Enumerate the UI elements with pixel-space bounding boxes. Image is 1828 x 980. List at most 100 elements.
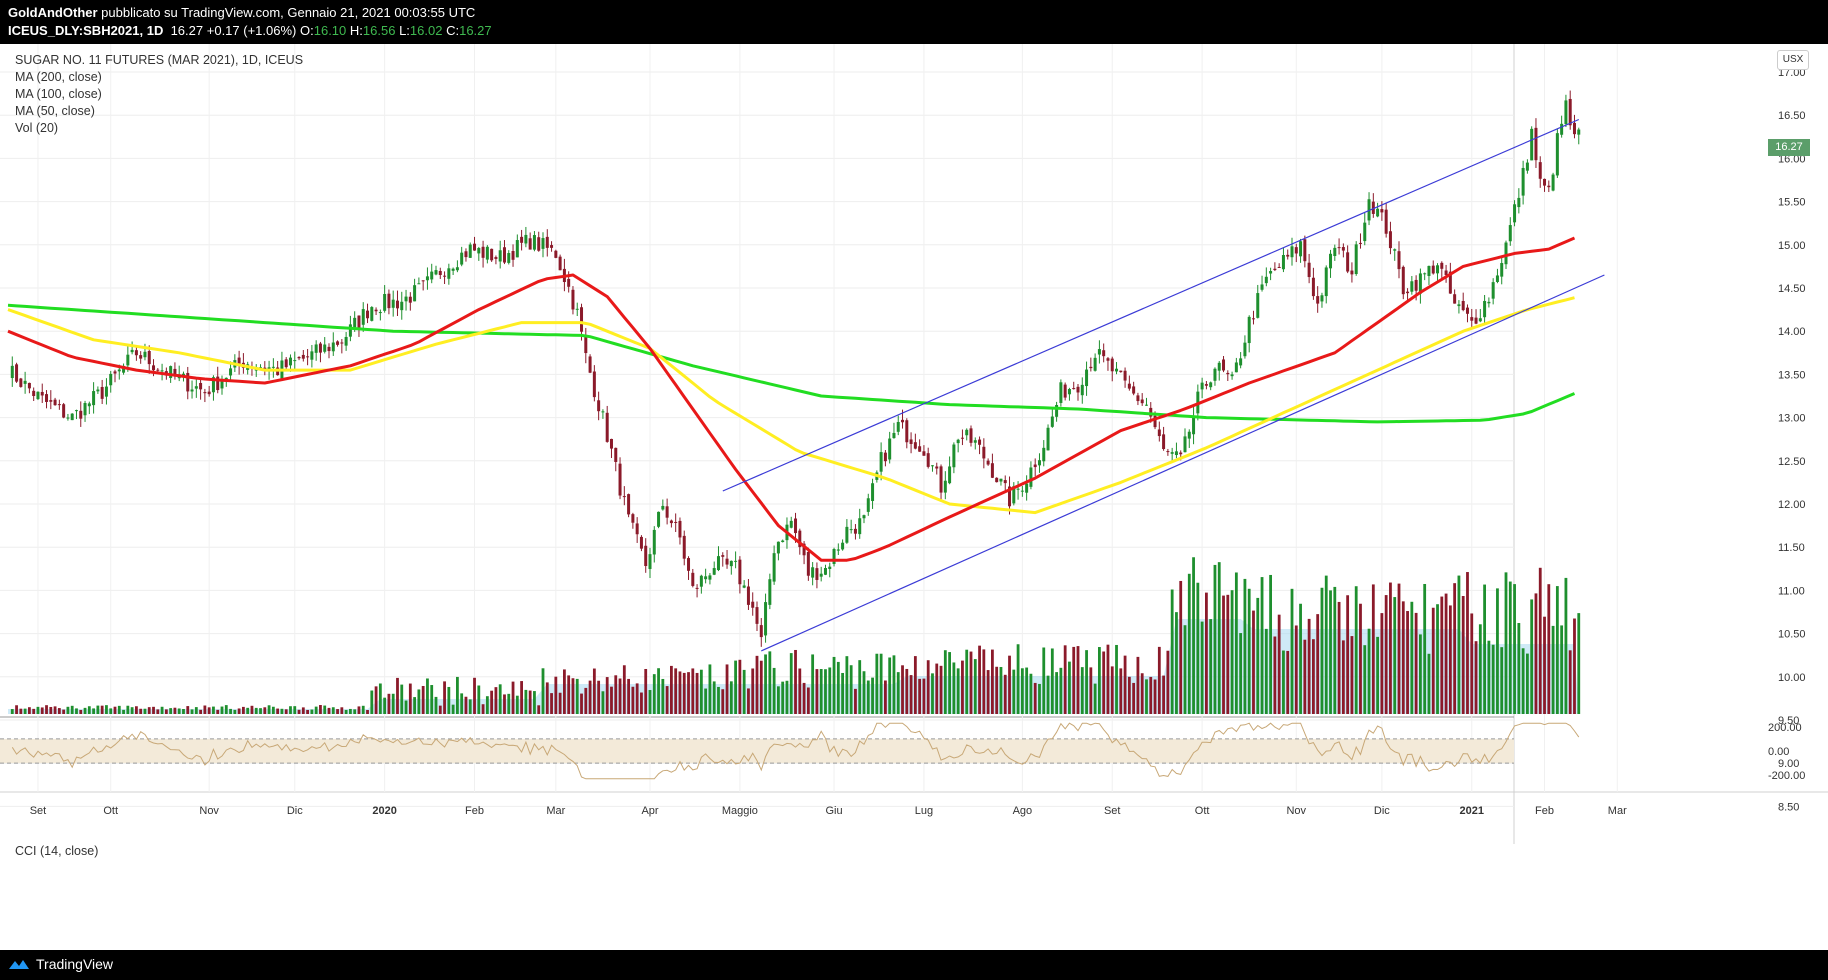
candle-body[interactable] — [537, 237, 541, 251]
volume-bar[interactable] — [1050, 648, 1054, 714]
volume-bar[interactable] — [212, 706, 215, 714]
volume-bar[interactable] — [1102, 651, 1106, 714]
candle-body[interactable] — [759, 625, 763, 638]
candle-body[interactable] — [507, 253, 511, 263]
candle-body[interactable] — [939, 466, 943, 493]
volume-bar[interactable] — [575, 678, 579, 714]
candle-body[interactable] — [1046, 427, 1050, 451]
volume-bar[interactable] — [550, 693, 553, 714]
candle-body[interactable] — [1222, 359, 1226, 371]
candle-body[interactable] — [460, 252, 464, 265]
candle-body[interactable] — [1487, 301, 1491, 304]
volume-bar[interactable] — [1042, 647, 1046, 714]
volume-bar[interactable] — [1397, 583, 1401, 714]
volume-bar[interactable] — [605, 677, 609, 714]
volume-bar[interactable] — [147, 707, 151, 714]
volume-bar[interactable] — [1179, 580, 1183, 714]
candle-body[interactable] — [597, 400, 601, 412]
volume-bar[interactable] — [1145, 679, 1148, 714]
candle-body[interactable] — [417, 283, 421, 285]
volume-bar[interactable] — [1093, 683, 1097, 714]
volume-bar[interactable] — [1444, 593, 1448, 714]
volume-bar[interactable] — [1264, 628, 1268, 714]
volume-bar[interactable] — [1196, 582, 1200, 714]
volume-bar[interactable] — [1474, 641, 1478, 714]
volume-bar[interactable] — [413, 697, 416, 714]
candle-body[interactable] — [404, 296, 408, 302]
volume-bar[interactable] — [678, 671, 682, 714]
candle-body[interactable] — [32, 390, 36, 397]
volume-bar[interactable] — [194, 707, 198, 714]
candle-body[interactable] — [79, 410, 83, 419]
candle-body[interactable] — [1037, 460, 1041, 466]
volume-bar[interactable] — [725, 664, 729, 714]
candle-body[interactable] — [639, 536, 643, 549]
volume-bar[interactable] — [1256, 597, 1260, 714]
candle-body[interactable] — [1311, 277, 1315, 297]
candle-body[interactable] — [836, 549, 840, 551]
volume-bar[interactable] — [366, 709, 369, 714]
candle-body[interactable] — [1260, 284, 1264, 290]
volume-bar[interactable] — [1376, 636, 1379, 714]
volume-bar[interactable] — [554, 676, 558, 714]
candle-body[interactable] — [1478, 318, 1482, 322]
volume-bar[interactable] — [533, 691, 536, 714]
candle-body[interactable] — [1115, 368, 1119, 372]
volume-bar[interactable] — [682, 672, 686, 714]
volume-bar[interactable] — [1389, 582, 1392, 714]
candle-body[interactable] — [468, 244, 472, 258]
candle-body[interactable] — [969, 428, 973, 443]
volume-bar[interactable] — [742, 669, 746, 714]
candle-body[interactable] — [1204, 384, 1208, 386]
candle-body[interactable] — [712, 568, 716, 575]
volume-bar[interactable] — [45, 705, 48, 714]
candle-body[interactable] — [1397, 251, 1401, 270]
volume-bar[interactable] — [1033, 682, 1037, 714]
volume-bar[interactable] — [794, 649, 797, 714]
candle-body[interactable] — [70, 413, 74, 421]
candle-body[interactable] — [27, 382, 31, 389]
candle-body[interactable] — [327, 346, 331, 352]
volume-bar[interactable] — [1423, 583, 1427, 714]
candle-body[interactable] — [999, 478, 1003, 482]
volume-bar[interactable] — [70, 705, 74, 714]
candle-body[interactable] — [1491, 282, 1495, 299]
volume-bar[interactable] — [1367, 628, 1371, 714]
candle-body[interactable] — [83, 402, 87, 416]
volume-bar[interactable] — [652, 674, 656, 714]
volume-bar[interactable] — [49, 706, 53, 714]
candle-body[interactable] — [10, 365, 14, 379]
candle-body[interactable] — [288, 357, 292, 366]
candle-body[interactable] — [400, 301, 404, 311]
candle-body[interactable] — [211, 377, 215, 393]
candle-body[interactable] — [473, 243, 477, 251]
volume-bar[interactable] — [370, 690, 374, 714]
legend-vol[interactable]: Vol (20) — [15, 121, 59, 135]
volume-bar[interactable] — [1162, 675, 1165, 714]
candle-body[interactable] — [1157, 429, 1161, 437]
volume-bar[interactable] — [400, 684, 404, 714]
candle-body[interactable] — [554, 250, 558, 258]
volume-bar[interactable] — [164, 709, 168, 714]
ma100-line[interactable] — [7, 296, 1575, 515]
volume-bar[interactable] — [759, 660, 763, 714]
ma50-line[interactable] — [7, 236, 1576, 562]
volume-bar[interactable] — [1543, 616, 1546, 714]
candle-body[interactable] — [1543, 178, 1547, 186]
candle-body[interactable] — [357, 315, 361, 328]
volume-bar[interactable] — [956, 668, 960, 714]
volume-bar[interactable] — [1517, 623, 1521, 714]
volume-bar[interactable] — [978, 645, 981, 714]
candle-body[interactable] — [1003, 480, 1007, 484]
candle-body[interactable] — [443, 275, 447, 277]
candle-body[interactable] — [986, 460, 990, 465]
candle-body[interactable] — [1555, 133, 1559, 176]
candle-body[interactable] — [704, 576, 708, 580]
candle-body[interactable] — [1401, 266, 1405, 295]
volume-bar[interactable] — [687, 672, 690, 714]
candle-body[interactable] — [982, 446, 986, 459]
candle-body[interactable] — [545, 236, 549, 248]
candle-body[interactable] — [909, 439, 913, 444]
candle-body[interactable] — [1273, 268, 1277, 271]
candle-body[interactable] — [1470, 317, 1474, 321]
